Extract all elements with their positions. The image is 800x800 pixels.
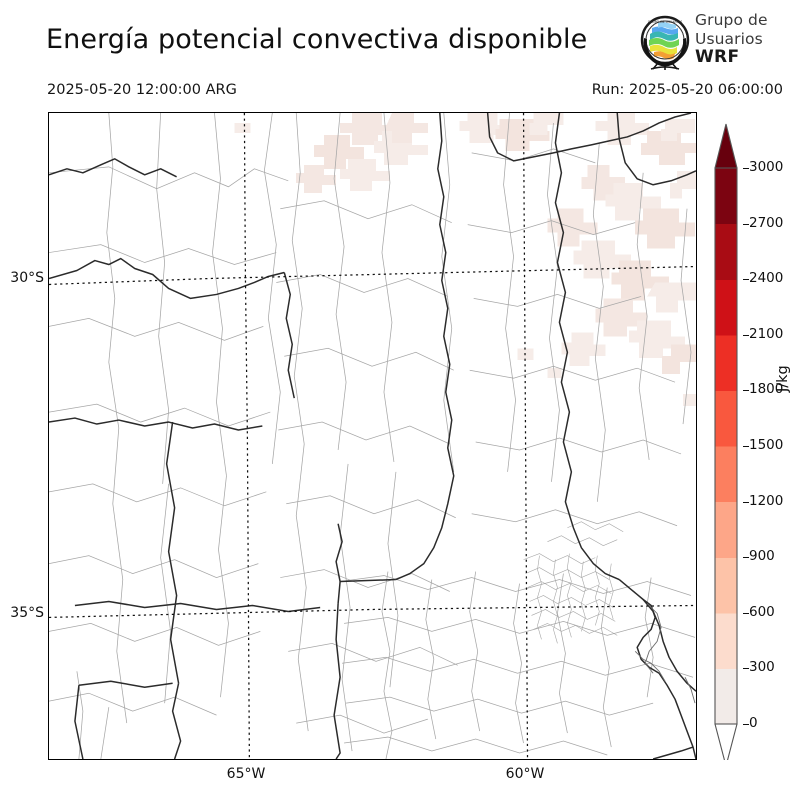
lat-label-30s: 30°S — [10, 270, 44, 286]
gridline-lon-65w — [243, 113, 251, 759]
gridline-lat-30s — [49, 265, 696, 286]
colorbar-tick-mark — [743, 557, 749, 559]
colorbar-tick-mark — [743, 390, 749, 392]
wrf-globe-seal-icon: GRUPO DE USUARIOS — [640, 15, 690, 70]
colorbar-band — [715, 334, 737, 391]
lat-label-35s: 35°S — [10, 605, 44, 621]
map-geography — [49, 113, 696, 759]
logo-line-1: Grupo de — [695, 11, 768, 29]
logo-text-block: Grupo de Usuarios WRF — [695, 11, 799, 67]
colorbar-ticks: 0 300 600 900 1200 1500 1800 2100 2400 2700 3000 — [740, 112, 798, 760]
colorbar-tick-label: 900 — [743, 548, 775, 564]
colorbar-band — [715, 668, 737, 725]
colorbar-tick-label: 2400 — [743, 270, 783, 286]
colorbar-tick-label: 1800 — [743, 381, 783, 397]
page-title: Energía potencial convectiva disponible — [46, 24, 588, 55]
logo-line-2: Usuarios — [695, 29, 763, 48]
colorbar — [712, 112, 740, 760]
colorbar-tick-label: 600 — [743, 604, 775, 620]
colorbar-tick-label: 300 — [743, 659, 775, 675]
colorbar-tick-mark — [743, 168, 749, 169]
gridline-lat-35s — [49, 604, 696, 619]
wrf-user-group-logo: GRUPO DE USUARIOS Grupo de Usuarios WRF — [638, 11, 799, 75]
gridline-lon-60w — [522, 113, 529, 759]
colorbar-tick-mark — [743, 223, 749, 225]
colorbar-gradient — [714, 123, 738, 760]
colorbar-band — [715, 390, 737, 447]
province-boundaries-layer — [49, 113, 696, 759]
graticule-layer — [49, 113, 696, 759]
colorbar-band — [715, 557, 737, 614]
colorbar-tick-mark — [743, 724, 749, 725]
colorbar-band — [715, 446, 737, 503]
colorbar-tick-mark — [743, 334, 749, 336]
svg-text:GRUPO DE USUARIOS: GRUPO DE USUARIOS — [648, 20, 683, 24]
colorbar-tick-label: 2100 — [743, 326, 783, 342]
colorbar-band — [715, 612, 737, 669]
logo-line-wrf: WRF — [695, 47, 740, 67]
coastline-detail-layer — [634, 603, 696, 704]
colorbar-tick-mark — [743, 612, 749, 614]
colorbar-tick-label: 2700 — [743, 215, 783, 231]
map-plot-area[interactable] — [48, 112, 697, 760]
lon-label-65w: 65°W — [226, 766, 266, 782]
valid-time-label: 2025-05-20 12:00:00 ARG — [47, 82, 237, 98]
colorbar-band — [715, 223, 737, 280]
colorbar-tick-mark — [743, 279, 749, 281]
run-time-label: Run: 2025-05-20 06:00:00 — [591, 82, 783, 98]
colorbar-tick-label: 0 — [743, 715, 758, 731]
colorbar-tick-mark — [743, 446, 749, 447]
colorbar-unit-label: J/kg — [775, 365, 791, 392]
department-boundaries-layer — [49, 113, 696, 759]
colorbar-band — [715, 168, 737, 225]
lon-label-60w: 60°W — [505, 766, 545, 782]
colorbar-tick-label: 3000 — [743, 159, 783, 175]
colorbar-band — [715, 501, 737, 558]
colorbar-tick-mark — [743, 501, 749, 503]
colorbar-tick-label: 1200 — [743, 493, 783, 509]
colorbar-tick-mark — [743, 668, 749, 670]
colorbar-band — [715, 279, 737, 336]
colorbar-tick-label: 1500 — [743, 437, 783, 453]
cape-field-layer — [234, 113, 696, 407]
